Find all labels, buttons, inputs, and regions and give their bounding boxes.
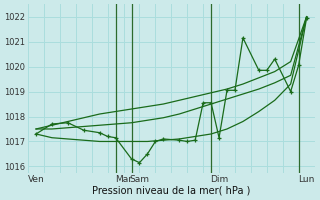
X-axis label: Pression niveau de la mer( hPa ): Pression niveau de la mer( hPa ) (92, 186, 251, 196)
